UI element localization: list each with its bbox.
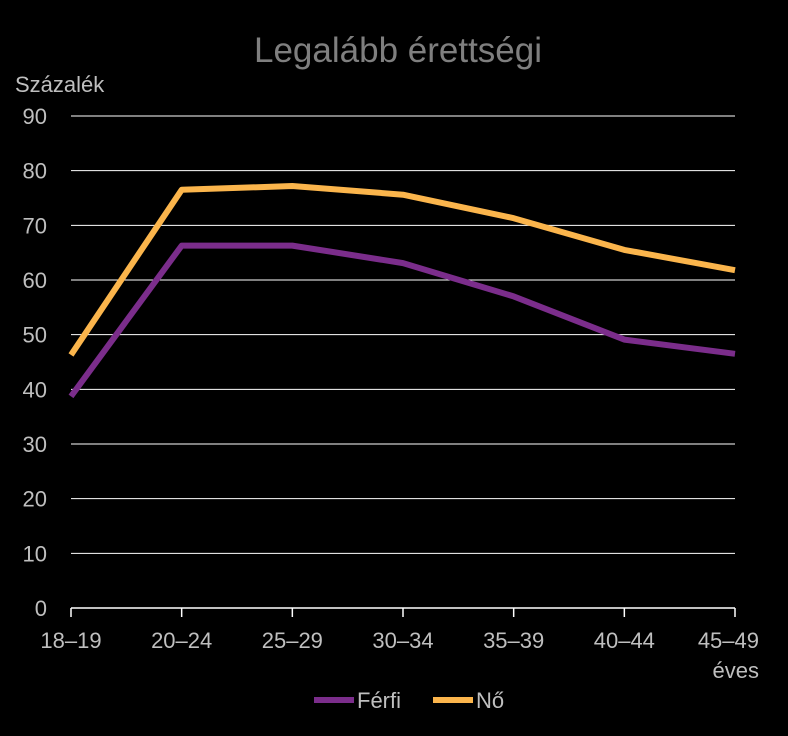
gridlines xyxy=(71,115,735,554)
series-lines xyxy=(68,183,736,399)
y-tick-label-80: 80 xyxy=(23,159,47,184)
x-tick-labels: 18–19 20–24 25–29 30–34 35–39 40–44 45–49 xyxy=(40,628,759,653)
x-tick-label: 30–34 xyxy=(372,628,433,653)
x-tick-label: 20–24 xyxy=(151,628,212,653)
legend-label-2: Nő xyxy=(476,688,504,713)
y-tick-label-20: 20 xyxy=(23,487,47,512)
legend: Férfi Nő xyxy=(314,688,504,713)
y-tick-label-0: 0 xyxy=(35,596,47,621)
y-tick-label-30: 30 xyxy=(23,432,47,457)
x-tick-label: 18–19 xyxy=(40,628,101,653)
y-tick-label-60: 60 xyxy=(23,268,47,293)
x-tick-label: 25–29 xyxy=(262,628,323,653)
y-axis-label: Százalék xyxy=(15,72,105,97)
y-tick-label-10: 10 xyxy=(23,541,47,566)
legend-label-1: Férfi xyxy=(357,688,401,713)
x-tick-label: 35–39 xyxy=(483,628,544,653)
y-tick-label-50: 50 xyxy=(23,323,47,348)
y-tick-labels: 0 10 20 30 40 50 60 70 80 90 xyxy=(23,104,47,621)
series-line-1 xyxy=(68,242,736,399)
y-tick-label-40: 40 xyxy=(23,377,47,402)
chart-title: Legalább érettségi xyxy=(254,31,542,70)
y-tick-label-70: 70 xyxy=(23,213,47,238)
x-tick-label: 40–44 xyxy=(594,628,655,653)
x-tick-label: 45–49 xyxy=(698,628,759,653)
series-line-2 xyxy=(68,183,736,357)
x-axis-label: éves xyxy=(713,658,759,683)
x-axis xyxy=(70,607,736,617)
y-tick-label-90: 90 xyxy=(23,104,47,129)
